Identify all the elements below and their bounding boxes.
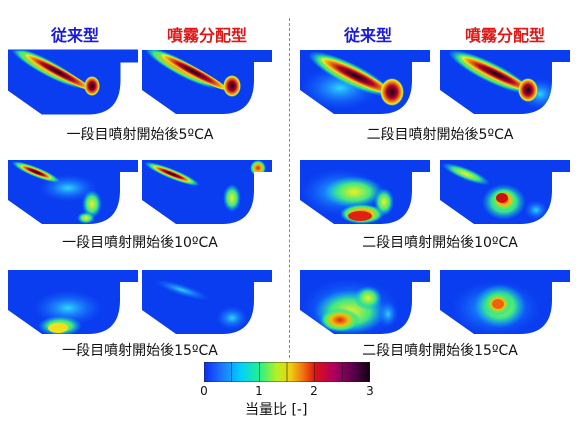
contour-stage1-10ca-conventional — [8, 160, 138, 224]
caption-stage1-15ca: 一段目噴射開始後15ºCA — [62, 343, 218, 359]
contour-stage2-15ca-spray — [440, 270, 570, 334]
colorbar — [204, 362, 370, 382]
contour-stage1-15ca-conventional — [8, 270, 138, 334]
caption-stage2-10ca: 二段目噴射開始後10ºCA — [362, 235, 518, 251]
header-conventional-right: 従来型 — [343, 26, 392, 45]
center-divider — [289, 18, 290, 358]
contour-stage1-10ca-spray — [142, 160, 272, 224]
contour-stage2-10ca-conventional — [300, 160, 430, 224]
contour-stage1-5ca-spray — [142, 50, 272, 114]
contour-stage2-5ca-spray — [440, 50, 570, 114]
contour-stage1-5ca-conventional — [8, 49, 138, 115]
colorbar-tick-1: 1 — [255, 384, 263, 398]
contour-stage2-15ca-conventional — [300, 270, 430, 334]
contour-stage2-10ca-spray — [440, 160, 570, 224]
header-spray-left: 噴霧分配型 — [166, 26, 247, 45]
colorbar-tick-0: 0 — [200, 384, 208, 398]
colorbar-tick-2: 2 — [310, 384, 318, 398]
header-conventional-left: 従来型 — [50, 26, 99, 45]
caption-stage1-10ca: 一段目噴射開始後10ºCA — [62, 235, 218, 251]
colorbar-tick-3: 3 — [366, 384, 374, 398]
caption-stage2-15ca: 二段目噴射開始後15ºCA — [362, 343, 518, 359]
caption-stage2-5ca: 二段目噴射開始後5ºCA — [366, 127, 514, 143]
contour-stage2-5ca-conventional — [300, 50, 430, 114]
contour-stage1-15ca-spray — [142, 270, 272, 334]
header-spray-right: 噴霧分配型 — [464, 26, 545, 45]
caption-stage1-5ca: 一段目噴射開始後5ºCA — [66, 127, 214, 143]
colorbar-label: 当量比 [-] — [245, 402, 308, 418]
